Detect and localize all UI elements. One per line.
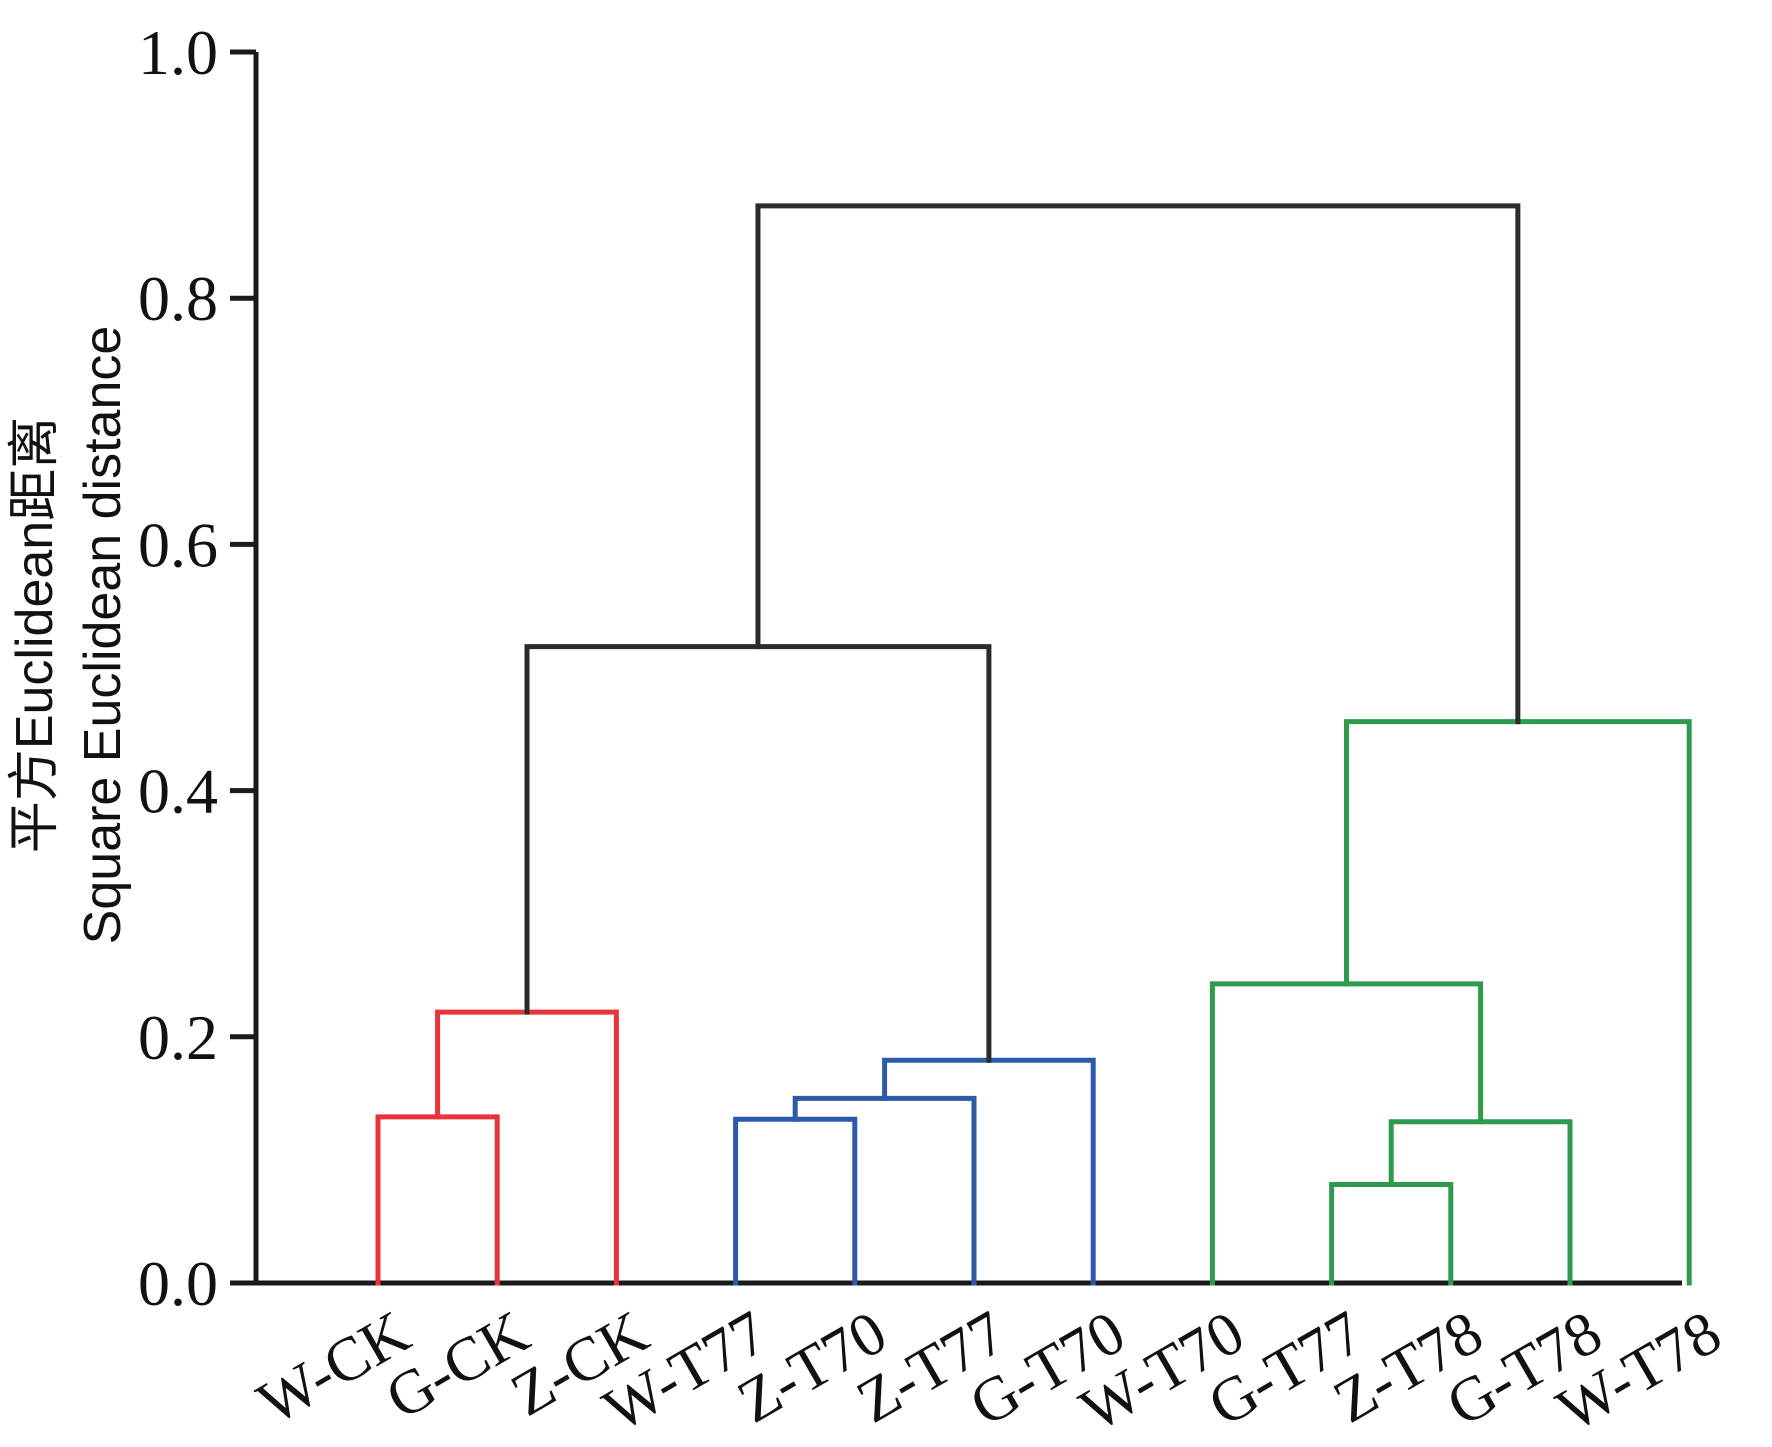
y-tick-label: 0.4 <box>138 756 218 827</box>
dendrogram-link-m10 <box>1344 719 1692 1286</box>
dendrogram-link-m1 <box>375 1114 500 1286</box>
axes <box>253 52 1682 1286</box>
y-tick-label: 0.8 <box>138 263 218 334</box>
dendrogram-link-m11 <box>755 203 1521 725</box>
dendrogram-link-m3 <box>733 1116 858 1286</box>
y-axis-label-chinese: 平方Euclidean距离 <box>6 417 64 853</box>
y-tick-label: 1.0 <box>138 17 218 88</box>
dendrogram-link-m2 <box>435 1009 619 1286</box>
dendrogram-link-m7 <box>1329 1182 1454 1286</box>
dendrogram-link-m4 <box>792 1095 977 1286</box>
y-ticks: 0.0 0.2 0.4 0.6 0.8 1.0 <box>138 17 256 1319</box>
dendrogram-link-m6 <box>524 644 992 1063</box>
dendrogram-link-m9 <box>1209 981 1484 1286</box>
dendrogram-links <box>375 203 1692 1286</box>
dendrogram-link-m5 <box>882 1057 1096 1286</box>
leaf-labels: W-CKG-CKZ-CKW-T77Z-T70Z-T77G-T70W-T70G-T… <box>247 1298 1732 1445</box>
y-tick-label: 0.2 <box>138 1002 218 1073</box>
y-axis-label: 平方Euclidean距离 Square Euclidean distance <box>6 326 132 945</box>
y-axis-label-english: Square Euclidean distance <box>74 326 132 945</box>
dendrogram-link-m8 <box>1388 1119 1573 1286</box>
y-tick-label: 0.0 <box>138 1248 218 1319</box>
y-tick-label: 0.6 <box>138 509 218 580</box>
